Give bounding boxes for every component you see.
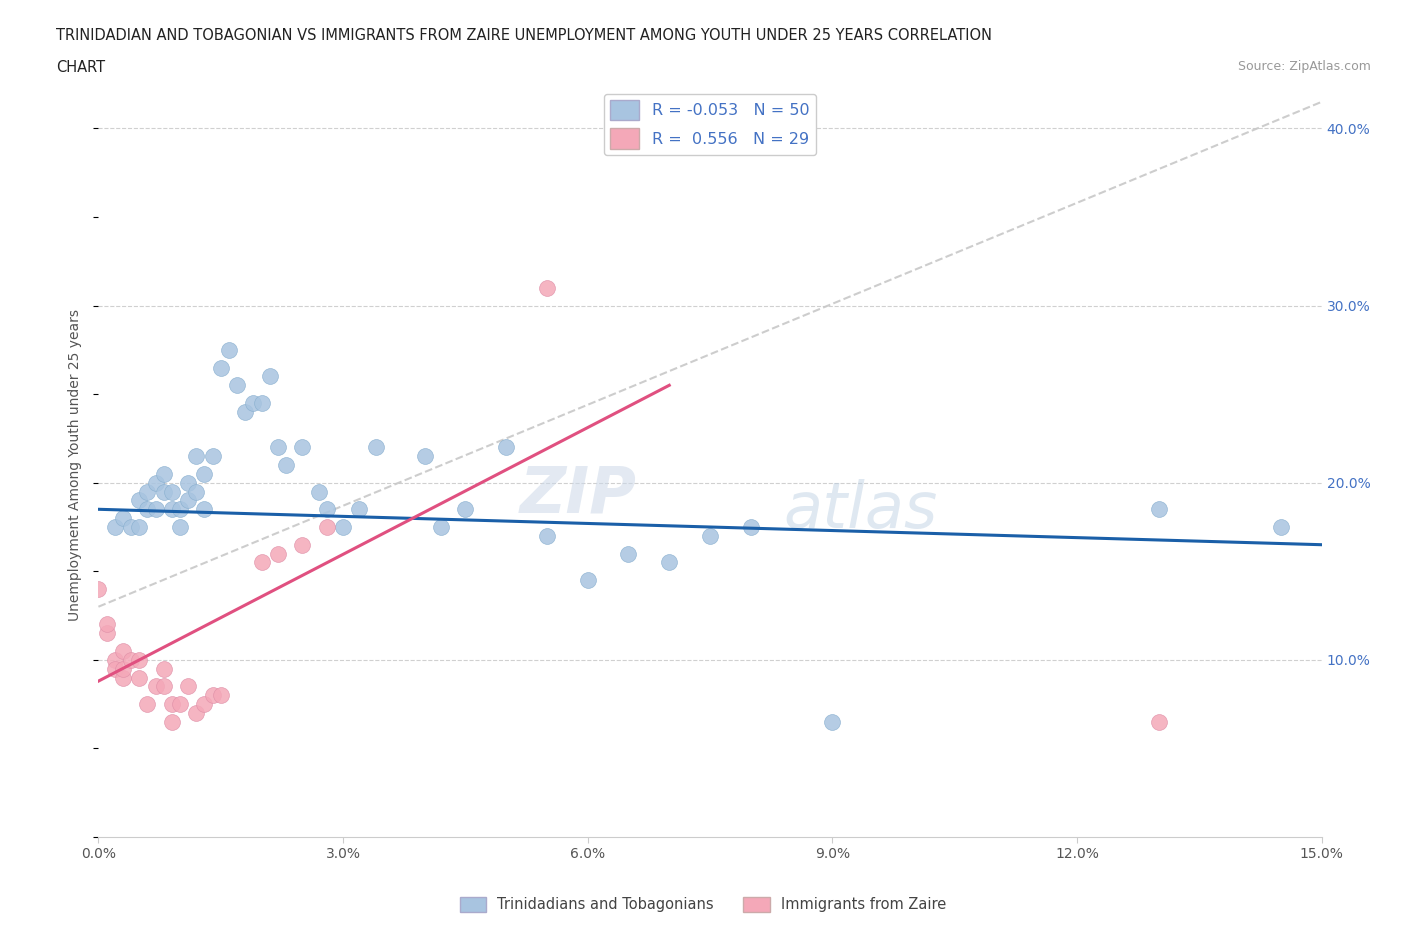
Text: Source: ZipAtlas.com: Source: ZipAtlas.com xyxy=(1237,60,1371,73)
Point xyxy=(576,573,599,588)
Point xyxy=(111,644,134,658)
Point xyxy=(177,493,200,508)
Point xyxy=(145,502,167,517)
Point xyxy=(201,688,224,703)
Point xyxy=(96,617,118,631)
Y-axis label: Unemployment Among Youth under 25 years: Unemployment Among Youth under 25 years xyxy=(69,309,83,621)
Point xyxy=(136,697,159,711)
Point xyxy=(96,626,118,641)
Point xyxy=(413,448,436,463)
Point xyxy=(136,502,159,517)
Point xyxy=(259,369,281,384)
Point xyxy=(430,520,453,535)
Point xyxy=(454,502,477,517)
Point xyxy=(332,520,354,535)
Point xyxy=(169,697,191,711)
Point xyxy=(274,458,297,472)
Point xyxy=(169,502,191,517)
Point xyxy=(152,467,174,482)
Legend: R = -0.053   N = 50, R =  0.556   N = 29: R = -0.053 N = 50, R = 0.556 N = 29 xyxy=(605,94,815,155)
Point xyxy=(821,714,844,729)
Point xyxy=(193,467,215,482)
Point xyxy=(233,405,256,419)
Point xyxy=(111,671,134,685)
Point xyxy=(145,679,167,694)
Point xyxy=(160,485,183,499)
Point xyxy=(111,511,134,525)
Point xyxy=(87,581,110,596)
Point xyxy=(145,475,167,490)
Point xyxy=(160,697,183,711)
Point xyxy=(152,679,174,694)
Point xyxy=(267,546,290,561)
Point xyxy=(1270,520,1292,535)
Point xyxy=(136,485,159,499)
Point xyxy=(250,555,273,570)
Point xyxy=(186,706,208,721)
Legend: Trinidadians and Tobagonians, Immigrants from Zaire: Trinidadians and Tobagonians, Immigrants… xyxy=(454,891,952,918)
Point xyxy=(536,528,558,543)
Text: TRINIDADIAN AND TOBAGONIAN VS IMMIGRANTS FROM ZAIRE UNEMPLOYMENT AMONG YOUTH UND: TRINIDADIAN AND TOBAGONIAN VS IMMIGRANTS… xyxy=(56,28,993,43)
Point xyxy=(315,520,337,535)
Point xyxy=(209,360,232,375)
Point xyxy=(617,546,640,561)
Point xyxy=(177,679,200,694)
Point xyxy=(120,520,142,535)
Point xyxy=(111,661,134,676)
Point xyxy=(226,378,249,392)
Point xyxy=(209,688,232,703)
Point xyxy=(364,440,387,455)
Point xyxy=(308,485,330,499)
Point xyxy=(218,342,240,357)
Point xyxy=(186,448,208,463)
Point xyxy=(104,661,127,676)
Point xyxy=(169,520,191,535)
Point xyxy=(193,697,215,711)
Text: ZIP: ZIP xyxy=(520,464,637,525)
Point xyxy=(104,653,127,668)
Point xyxy=(160,502,183,517)
Point xyxy=(128,493,150,508)
Point xyxy=(291,538,314,552)
Point xyxy=(536,281,558,296)
Point xyxy=(201,448,224,463)
Point xyxy=(128,653,150,668)
Point xyxy=(658,555,681,570)
Point xyxy=(1147,502,1170,517)
Text: atlas: atlas xyxy=(783,479,938,540)
Point xyxy=(699,528,721,543)
Point xyxy=(242,395,264,410)
Point xyxy=(193,502,215,517)
Point xyxy=(250,395,273,410)
Point xyxy=(152,661,174,676)
Point xyxy=(291,440,314,455)
Point xyxy=(186,485,208,499)
Point xyxy=(267,440,290,455)
Point xyxy=(160,714,183,729)
Point xyxy=(120,653,142,668)
Point xyxy=(349,502,371,517)
Point xyxy=(315,502,337,517)
Point xyxy=(740,520,762,535)
Text: CHART: CHART xyxy=(56,60,105,75)
Point xyxy=(128,671,150,685)
Point xyxy=(104,520,127,535)
Point xyxy=(152,485,174,499)
Point xyxy=(177,475,200,490)
Point xyxy=(495,440,517,455)
Point xyxy=(1147,714,1170,729)
Point xyxy=(128,520,150,535)
